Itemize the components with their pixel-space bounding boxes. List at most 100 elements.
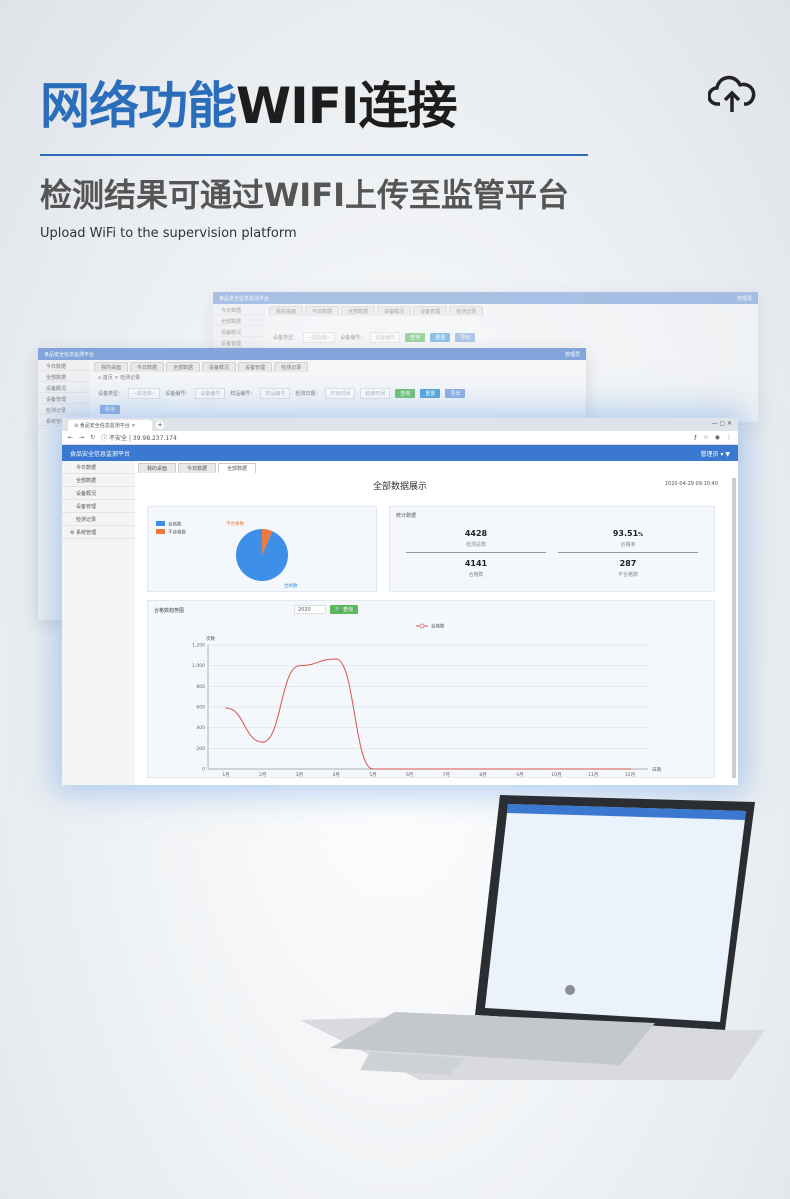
- query-button[interactable]: 查询: [395, 389, 416, 398]
- user-menu[interactable]: 管理员: [564, 352, 580, 358]
- sidebar-item[interactable]: 全部数据: [213, 315, 265, 326]
- y-tick-label: 1,000: [192, 663, 205, 669]
- data-point: [482, 768, 484, 770]
- x-axis-label: 日期: [652, 767, 661, 773]
- tab[interactable]: 检测记录: [449, 306, 484, 316]
- year-input[interactable]: 2020: [294, 605, 326, 614]
- user-menu[interactable]: 管理员 ▾ ▼: [700, 451, 730, 458]
- data-point: [262, 741, 264, 743]
- browser-tab[interactable]: ⊘ 食品安全信息监测平台 ×: [68, 420, 152, 431]
- data-point: [519, 768, 521, 770]
- label: 设备类型：: [98, 391, 124, 397]
- sidebar-item[interactable]: 设备管理: [213, 337, 265, 348]
- window-controls[interactable]: — ▢ ✕: [711, 420, 732, 427]
- browser-tab-bar: ⊘ 食品安全信息监测平台 × + — ▢ ✕: [62, 418, 738, 431]
- tab[interactable]: 设备管理: [413, 306, 448, 316]
- x-tick-label: 3月: [296, 772, 303, 778]
- tab[interactable]: 设备管理: [238, 362, 273, 372]
- device-no-input[interactable]: 设备编号: [195, 388, 226, 399]
- tab-bar: 我的桌面 今日数据 全部数据 设备概况 设备管理 检测记录: [94, 362, 309, 372]
- browser-window: ⊘ 食品安全信息监测平台 × + — ▢ ✕ ← → ↻ ⓘ 不安全 | 39.98…: [62, 418, 738, 785]
- subtitle: 检测结果可通过WIFI上传至监管平台: [40, 176, 569, 214]
- tab[interactable]: 我的桌面: [138, 463, 177, 473]
- y-tick-label: 0: [202, 767, 205, 773]
- pie-panel: 合格数 不合格数 合格数 不合格数: [147, 506, 377, 592]
- legend-label: 合格数: [431, 623, 445, 630]
- sidebar-item[interactable]: 设备概况: [213, 326, 265, 337]
- star-icon[interactable]: ☆: [703, 434, 709, 441]
- account-icon[interactable]: ◉: [714, 434, 720, 441]
- data-point: [409, 768, 411, 770]
- sidebar-item[interactable]: 设备概况: [62, 487, 135, 500]
- page-title: 网络功能WIFI连接: [40, 66, 458, 138]
- datetime: 2020-04-29 09:10:40: [664, 481, 718, 487]
- new-tab-icon[interactable]: +: [156, 421, 164, 429]
- x-tick-label: 11月: [588, 772, 598, 778]
- tab[interactable]: 我的桌面: [269, 306, 304, 316]
- device-type-select[interactable]: --请选择--: [128, 388, 161, 399]
- label: 设备编号：: [340, 335, 366, 341]
- query-button[interactable]: 查询: [405, 333, 426, 342]
- legend-swatch: [156, 521, 165, 526]
- url-text: 39.98.237.174: [132, 435, 177, 442]
- sidebar-item[interactable]: 今日数据: [38, 360, 90, 371]
- sidebar-item[interactable]: ⚙ 系统管理: [62, 526, 135, 539]
- legend-label: 合格数: [168, 521, 182, 528]
- stat-value: 4141: [464, 559, 488, 568]
- sidebar-item[interactable]: 今日数据: [213, 304, 265, 315]
- user-name: 管理员: [700, 451, 719, 458]
- scrollbar[interactable]: [732, 478, 736, 778]
- reload-icon[interactable]: ↻: [90, 434, 96, 441]
- add-button[interactable]: 新增: [100, 405, 121, 414]
- start-date-input[interactable]: 开始时间: [325, 388, 356, 399]
- end-date-input[interactable]: 结束时间: [360, 388, 391, 399]
- reset-button[interactable]: 重置: [430, 333, 451, 342]
- forward-icon[interactable]: →: [79, 434, 85, 441]
- pie-slice: [236, 529, 288, 581]
- sidebar-item[interactable]: 全部数据: [38, 371, 90, 382]
- data-point: [372, 768, 374, 770]
- sidebar-item[interactable]: 设备管理: [38, 393, 90, 404]
- sidebar-item[interactable]: 设备管理: [62, 500, 135, 513]
- tab[interactable]: 设备概况: [377, 306, 412, 316]
- legend-label: 不合格数: [168, 529, 186, 536]
- reset-button[interactable]: 重置: [420, 389, 441, 398]
- tab[interactable]: 我的桌面: [94, 362, 129, 372]
- tab[interactable]: 今日数据: [130, 362, 165, 372]
- sidebar-item[interactable]: 检测记录: [62, 513, 135, 526]
- tab[interactable]: 设备概况: [202, 362, 237, 372]
- export-button[interactable]: 导出: [445, 389, 466, 398]
- url-field[interactable]: ⓘ 不安全 | 39.98.237.174: [101, 435, 177, 442]
- stat-label: 检测总数: [465, 542, 486, 548]
- y-tick-label: 400: [196, 725, 205, 731]
- trend-query-button[interactable]: 🔍 查询: [330, 605, 358, 614]
- stat-label: 合格率: [620, 542, 636, 548]
- user-menu[interactable]: 管理员: [736, 296, 752, 302]
- device-type-select[interactable]: --请选择--: [303, 332, 336, 343]
- back-icon[interactable]: ←: [68, 434, 74, 441]
- sidebar-item[interactable]: 全部数据: [62, 474, 135, 487]
- tab[interactable]: 检测记录: [274, 362, 309, 372]
- breadcrumb-current: 检测记录: [120, 375, 141, 381]
- tab[interactable]: 全部数据: [341, 306, 376, 316]
- sidebar-item[interactable]: 设备概况: [38, 382, 90, 393]
- divider: [40, 154, 588, 156]
- y-axis-label: 次数: [206, 635, 215, 642]
- tab-active[interactable]: 全部数据: [218, 463, 257, 473]
- menu-icon[interactable]: ⋮: [726, 434, 732, 441]
- x-tick-label: 6月: [406, 772, 413, 778]
- tab[interactable]: 今日数据: [305, 306, 340, 316]
- key-icon[interactable]: ⚷: [692, 434, 698, 441]
- export-button[interactable]: 导出: [455, 333, 476, 342]
- tab[interactable]: 今日数据: [178, 463, 217, 473]
- x-tick-label: 7月: [443, 772, 450, 778]
- sidebar-item[interactable]: 检测记录: [38, 404, 90, 415]
- sidebar-item[interactable]: 今日数据: [62, 461, 135, 474]
- tab[interactable]: 全部数据: [166, 362, 201, 372]
- breadcrumb-home[interactable]: 首页: [102, 375, 113, 381]
- device-no-input[interactable]: 设备编号: [370, 332, 401, 343]
- x-tick-label: 8月: [479, 772, 486, 778]
- sample-no-input[interactable]: 样品编号: [260, 388, 291, 399]
- x-tick-label: 2月: [259, 772, 266, 778]
